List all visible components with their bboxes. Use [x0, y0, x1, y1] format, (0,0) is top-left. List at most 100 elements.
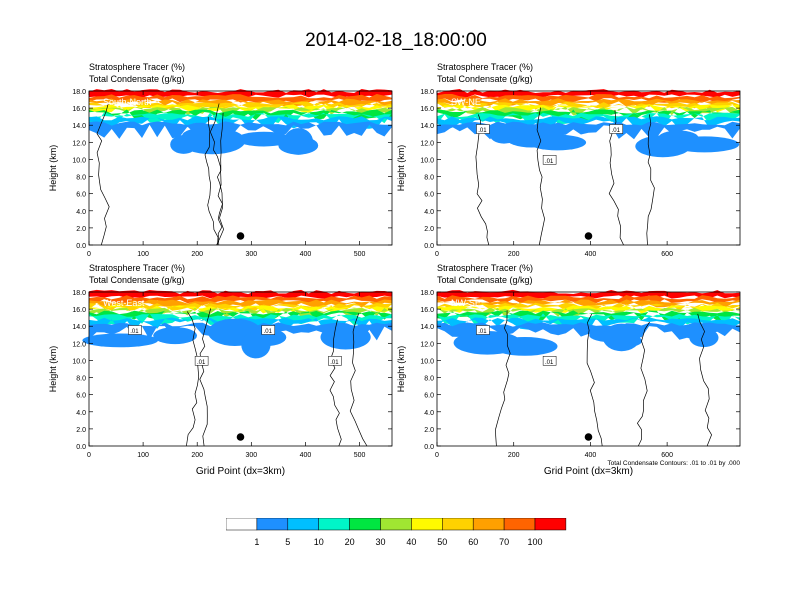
y-tick-label: 6.0 [424, 192, 434, 199]
panel-title-condensate: Total Condensate (g/kg) [437, 275, 533, 285]
x-tick-label: 600 [661, 452, 673, 459]
y-tick-label: 14.0 [420, 324, 434, 331]
colorbar-swatch [442, 517, 474, 531]
x-tick-label: 400 [585, 251, 597, 258]
colorbar-label: 40 [406, 537, 416, 547]
colorbar-swatch [411, 517, 443, 531]
y-tick-label: 16.0 [72, 106, 86, 113]
contour-label-box [542, 155, 557, 165]
x-tick-label: 200 [191, 452, 203, 459]
contour-label-box [476, 124, 490, 134]
colorbar: 1 5 10 20 30 40 50 60 70 100 [225, 517, 571, 558]
plot-frame [88, 291, 393, 447]
colorbar-swatch [534, 517, 567, 531]
colorbar-swatch [225, 517, 258, 531]
panel-name: SW-NE [451, 97, 481, 107]
y-tick-label: 2.0 [424, 226, 434, 233]
y-tick-label: 0.0 [424, 243, 434, 250]
colorbar-label: 30 [375, 537, 385, 547]
x-tick-label: 500 [354, 452, 366, 459]
x-axis-label: Grid Point (dx=3km) [196, 466, 285, 477]
panel-title-condensate: Total Condensate (g/kg) [437, 74, 533, 84]
tracer-bands [437, 289, 740, 356]
x-tick-label: 300 [245, 452, 257, 459]
contour-label-box [194, 356, 209, 366]
y-tick-label: 6.0 [76, 393, 86, 400]
contour-label: .01 [545, 360, 554, 366]
y-tick-label: 4.0 [76, 410, 86, 417]
y-axis-label: Height (km) [396, 346, 406, 393]
condensate-contours [495, 310, 712, 447]
panel-title-tracer: Stratosphere Tracer (%) [437, 263, 534, 273]
y-tick-label: 16.0 [420, 307, 434, 314]
y-tick-label: 4.0 [76, 209, 86, 216]
x-tick-label: 200 [508, 452, 520, 459]
y-tick-label: 0.0 [424, 444, 434, 451]
y-tick-label: 2.0 [424, 427, 434, 434]
tracer-bands [89, 89, 392, 155]
y-tick-label: 16.0 [420, 106, 434, 113]
y-tick-label: 18.0 [420, 89, 434, 96]
y-tick-label: 12.0 [420, 341, 434, 348]
location-marker [584, 433, 593, 441]
plot-svg: .01 .01 .01 .01 West-East 0.0 2.0 4.0 6.0 8.0 10.0… [48, 289, 393, 477]
contour-label-box [261, 325, 276, 335]
x-tick-label: 200 [508, 251, 520, 258]
y-tick-label: 14.0 [420, 123, 434, 130]
contour-label: .01 [264, 329, 273, 335]
location-marker [584, 232, 593, 240]
x-tick-label: 100 [137, 251, 149, 258]
colorbar-swatch [287, 517, 319, 531]
x-tick-label: 0 [87, 251, 91, 258]
contour-label: .01 [478, 128, 487, 134]
x-tick-label: 400 [300, 452, 312, 459]
contour-label: .01 [330, 360, 339, 366]
colorbar-label: 1 [254, 537, 259, 547]
tracer-bands [82, 289, 392, 359]
y-tick-label: 2.0 [76, 427, 86, 434]
colorbar-swatch [472, 517, 505, 531]
y-tick-label: 14.0 [72, 324, 86, 331]
plot-svg: .01 .01 NW-SE 0.0 2.0 4.0 6.0 8.0 10.0 12.0 14.0 16… [396, 289, 741, 477]
x-tick-label: 0 [435, 251, 439, 258]
colorbar-label: 60 [468, 537, 478, 547]
y-tick-label: 12.0 [72, 140, 86, 147]
panel-title-tracer: Stratosphere Tracer (%) [89, 263, 186, 273]
panel-title-condensate: Total Condensate (g/kg) [89, 275, 185, 285]
y-tick-label: 0.0 [76, 243, 86, 250]
y-tick-label: 16.0 [72, 307, 86, 314]
y-tick-label: 10.0 [72, 358, 86, 365]
x-tick-label: 600 [661, 251, 673, 258]
colorbar-label: 50 [437, 537, 447, 547]
panel-name: NW-SE [451, 298, 481, 308]
y-tick-label: 4.0 [424, 410, 434, 417]
y-axis-label: Height (km) [396, 145, 406, 192]
colorbar-label: 100 [527, 537, 542, 547]
y-tick-label: 8.0 [76, 376, 86, 383]
contour-label: .01 [545, 159, 554, 165]
location-marker [236, 232, 245, 240]
colorbar-label: 10 [314, 537, 324, 547]
y-axis-label: Height (km) [48, 346, 58, 393]
colorbar-swatch [503, 517, 536, 531]
colorbar-label: 5 [285, 537, 290, 547]
y-tick-label: 4.0 [424, 209, 434, 216]
y-tick-label: 18.0 [420, 290, 434, 297]
plot-frame [436, 291, 741, 447]
y-tick-label: 14.0 [72, 123, 86, 130]
contour-label: .01 [612, 128, 621, 134]
y-tick-label: 8.0 [424, 376, 434, 383]
panel-name: West-East [103, 298, 145, 308]
colorbar-label: 20 [345, 537, 355, 547]
x-axis-label: Grid Point (dx=3km) [544, 466, 633, 477]
x-tick-label: 300 [245, 251, 257, 258]
contour-label: .01 [197, 360, 206, 366]
y-tick-label: 8.0 [76, 175, 86, 182]
condensate-contours [96, 103, 224, 246]
y-tick-label: 10.0 [420, 358, 434, 365]
plot-svg: .01 .01 .01 SW-NE 0.0 2.0 4.0 6.0 8.0 10.0 12.0 14.… [396, 89, 741, 258]
x-tick-label: 400 [300, 251, 312, 258]
contour-label-box [609, 124, 624, 134]
y-tick-label: 0.0 [76, 444, 86, 451]
y-tick-label: 10.0 [420, 157, 434, 164]
